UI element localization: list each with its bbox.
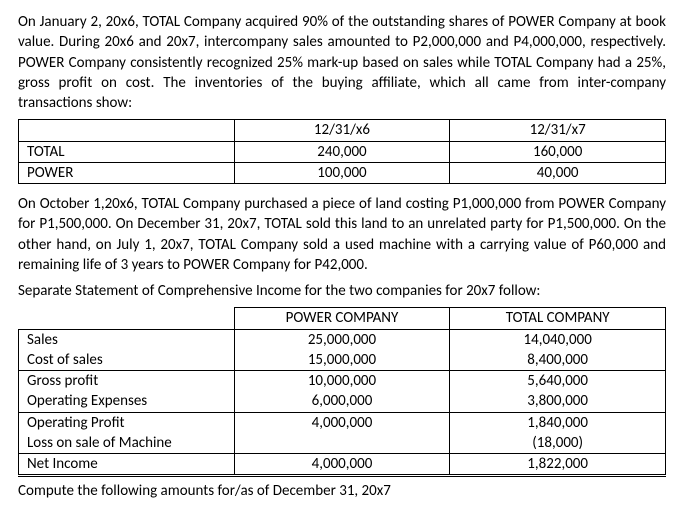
ci-row-netincome: Net Income 4,000,000 1,822,000 bbox=[19, 454, 666, 476]
comprehensive-income-table: POWER COMPANY TOTAL COMPANY Sales 25,000… bbox=[18, 307, 666, 477]
header-empty bbox=[19, 120, 235, 141]
ci-header-2: TOTAL COMPANY bbox=[450, 308, 666, 329]
inventory-table: 12/31/x6 12/31/x7 TOTAL 240,000 160,000 … bbox=[18, 119, 666, 184]
header-col-2: 12/31/x7 bbox=[450, 120, 666, 141]
row-label: POWER bbox=[19, 162, 235, 183]
ci-row-opex: Operating Expenses 6,000,000 3,800,000 bbox=[19, 391, 666, 412]
ci-val: 10,000,000 bbox=[234, 371, 450, 392]
ci-label: Cost of sales bbox=[19, 350, 235, 371]
ci-val: 4,000,000 bbox=[234, 454, 450, 476]
ci-row-opprofit: Operating Profit 4,000,000 1,840,000 bbox=[19, 412, 666, 433]
row-val: 40,000 bbox=[450, 162, 666, 183]
table-row: TOTAL 240,000 160,000 bbox=[19, 141, 666, 162]
row-label: TOTAL bbox=[19, 141, 235, 162]
ci-row-cos: Cost of sales 15,000,000 8,400,000 bbox=[19, 350, 666, 371]
ci-val: 25,000,000 bbox=[234, 329, 450, 350]
row-val: 100,000 bbox=[234, 162, 450, 183]
ci-row-loss: Loss on sale of Machine (18,000) bbox=[19, 433, 666, 454]
intro-paragraph: On January 2, 20x6, TOTAL Company acquir… bbox=[18, 12, 666, 113]
row-val: 240,000 bbox=[234, 141, 450, 162]
ci-val: 8,400,000 bbox=[450, 350, 666, 371]
ci-label: Gross profit bbox=[19, 371, 235, 392]
ci-header-1: POWER COMPANY bbox=[234, 308, 450, 329]
ci-header-empty bbox=[19, 308, 235, 329]
ci-label: Sales bbox=[19, 329, 235, 350]
table-header-row: 12/31/x6 12/31/x7 bbox=[19, 120, 666, 141]
ci-row-gp: Gross profit 10,000,000 5,640,000 bbox=[19, 371, 666, 392]
ci-val: 14,040,000 bbox=[450, 329, 666, 350]
ci-val: 5,640,000 bbox=[450, 371, 666, 392]
row-val: 160,000 bbox=[450, 141, 666, 162]
ci-intro-paragraph: Separate Statement of Comprehensive Inco… bbox=[18, 281, 666, 301]
ci-header-row: POWER COMPANY TOTAL COMPANY bbox=[19, 308, 666, 329]
ci-label: Operating Expenses bbox=[19, 391, 235, 412]
ci-label: Operating Profit bbox=[19, 412, 235, 433]
header-col-1: 12/31/x6 bbox=[234, 120, 450, 141]
ci-val: 1,822,000 bbox=[450, 454, 666, 476]
ci-val: 3,800,000 bbox=[450, 391, 666, 412]
compute-instruction: Compute the following amounts for/as of … bbox=[18, 481, 666, 501]
ci-val: 15,000,000 bbox=[234, 350, 450, 371]
land-machine-paragraph: On October 1,20x6, TOTAL Company purchas… bbox=[18, 194, 666, 275]
ci-label: Loss on sale of Machine bbox=[19, 433, 235, 454]
ci-label: Net Income bbox=[19, 454, 235, 476]
table-row: POWER 100,000 40,000 bbox=[19, 162, 666, 183]
ci-val: 6,000,000 bbox=[234, 391, 450, 412]
ci-val: 4,000,000 bbox=[234, 412, 450, 433]
ci-val: 1,840,000 bbox=[450, 412, 666, 433]
ci-val bbox=[234, 433, 450, 454]
ci-row-sales: Sales 25,000,000 14,040,000 bbox=[19, 329, 666, 350]
ci-val: (18,000) bbox=[450, 433, 666, 454]
